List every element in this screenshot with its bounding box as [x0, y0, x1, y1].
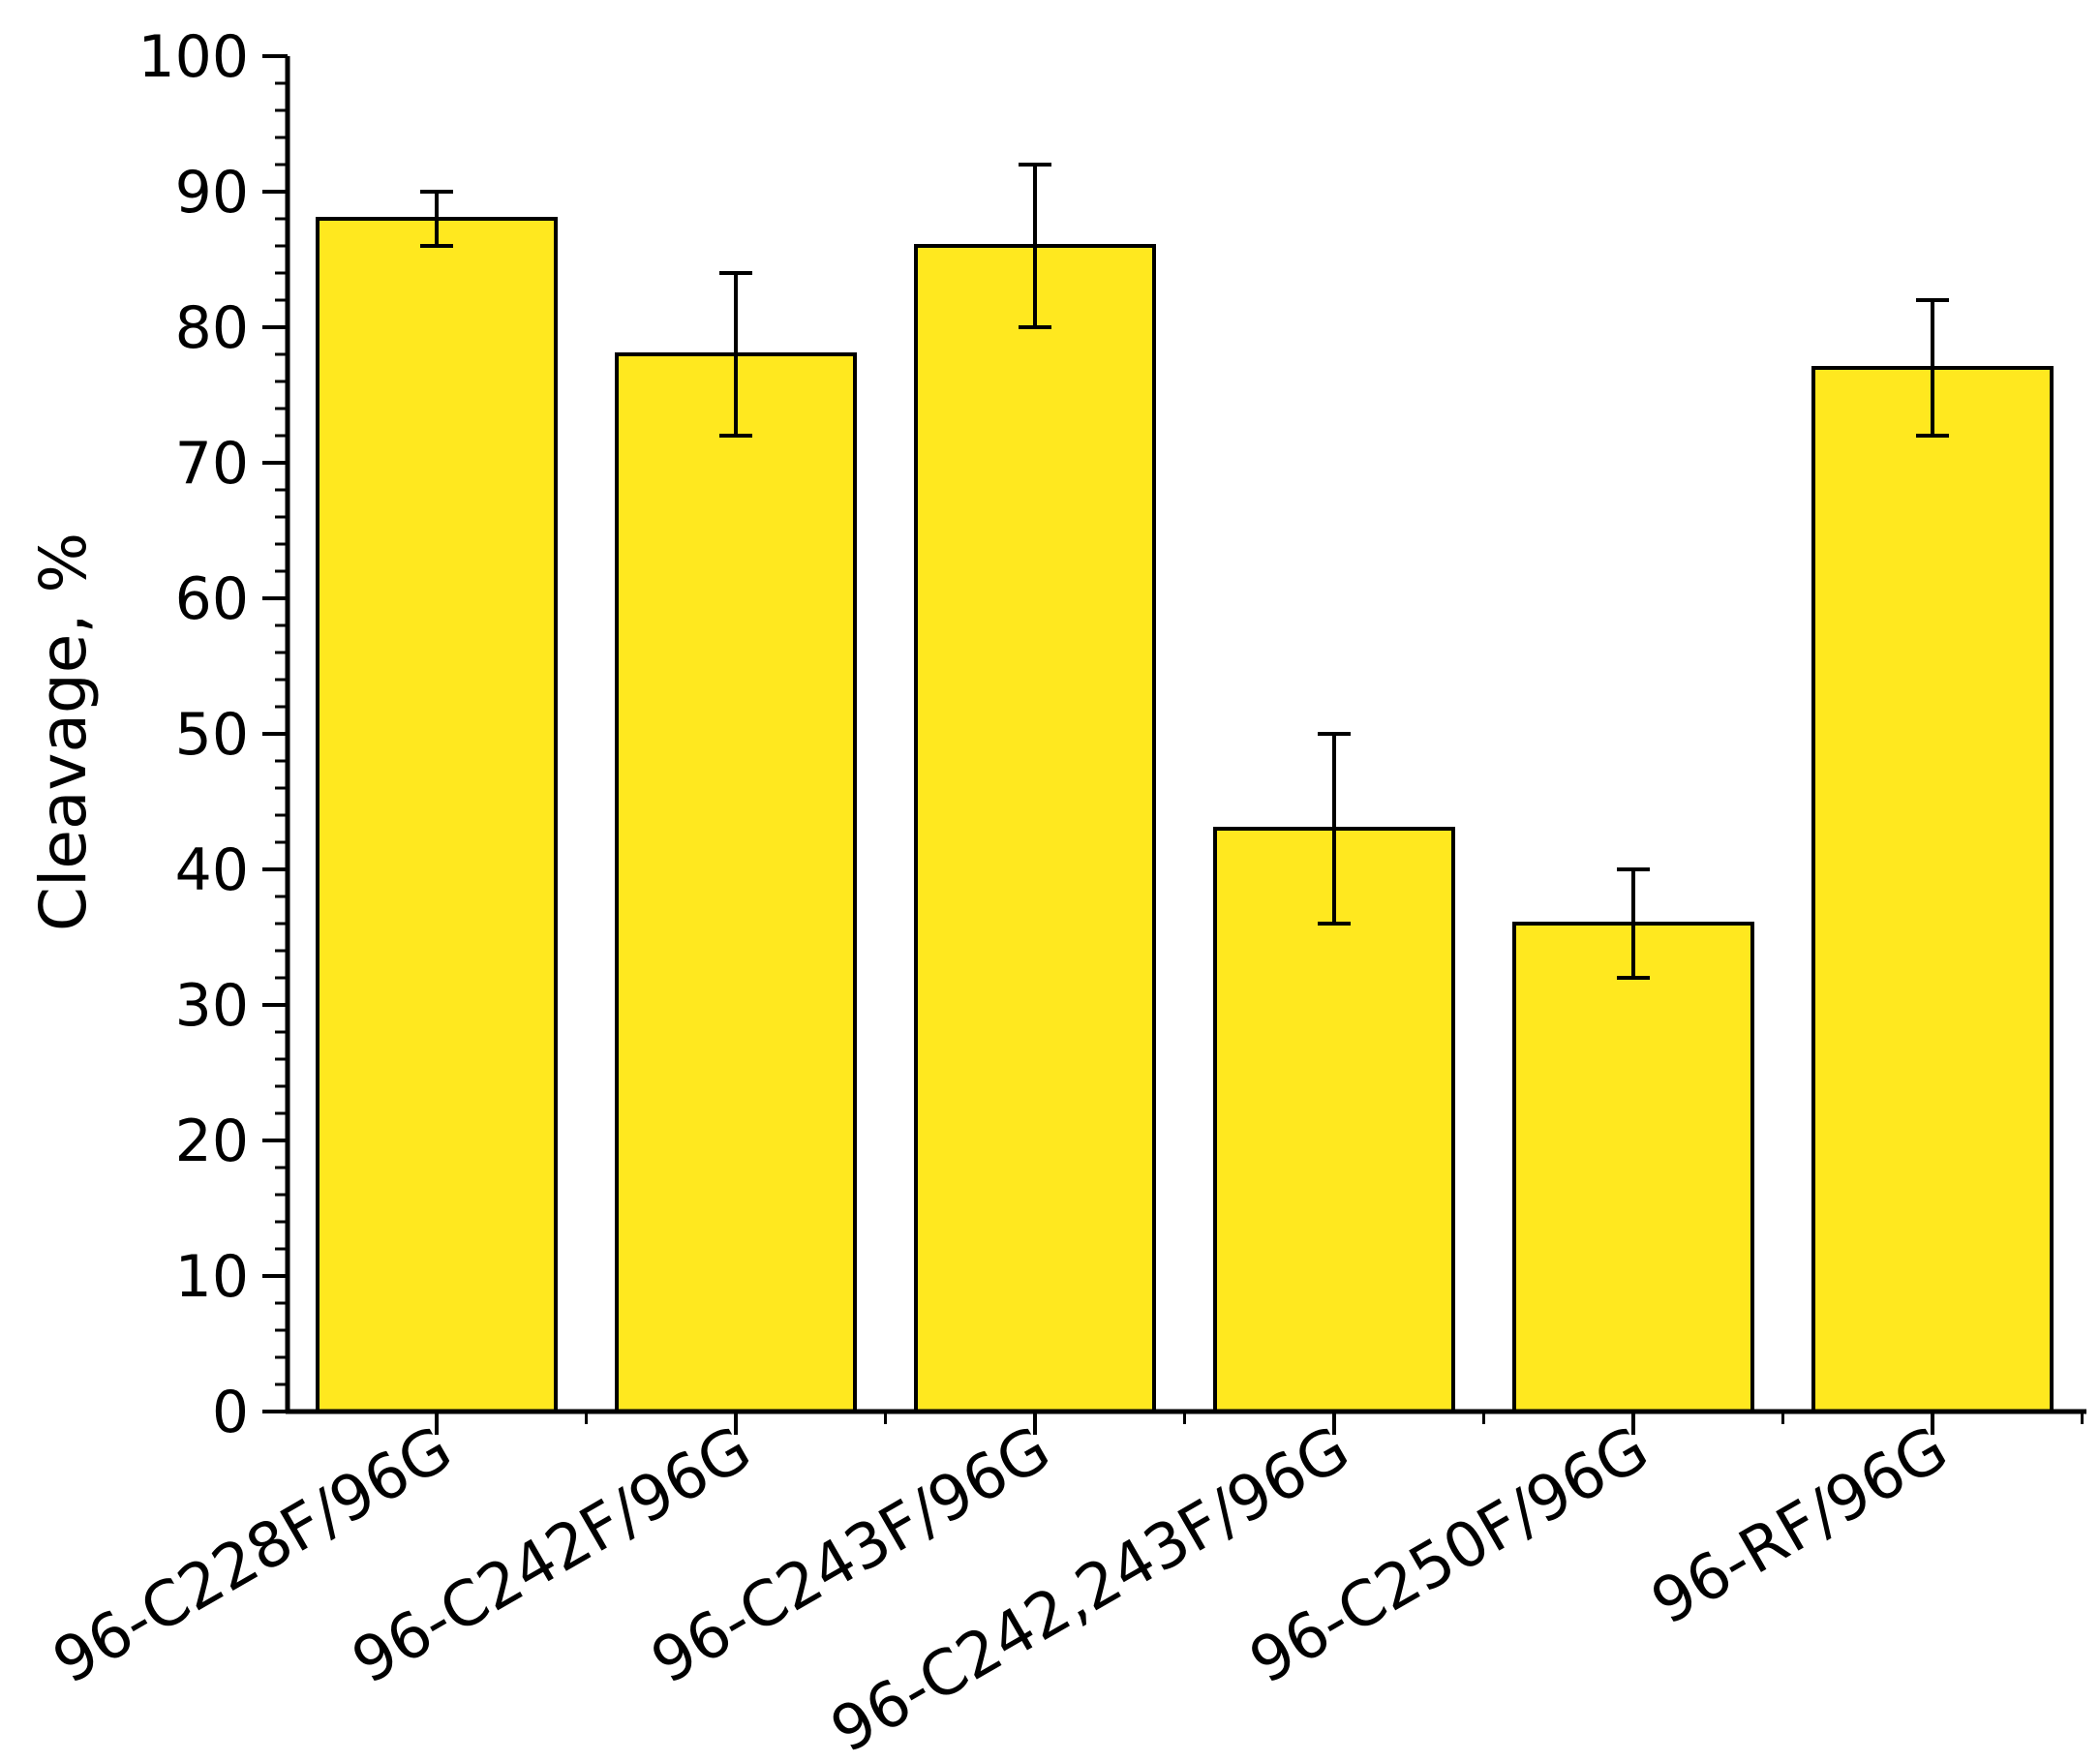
bar-3 — [914, 244, 1156, 1413]
y-tick-label: 90 — [175, 159, 249, 227]
y-tick-label: 70 — [175, 430, 249, 498]
bar-4 — [1213, 827, 1455, 1413]
x-tick-label: 96-C242,243F/96G — [820, 1413, 1361, 1762]
y-tick-label: 10 — [175, 1243, 249, 1311]
bar-6 — [1811, 366, 2054, 1413]
error-bars-layer — [420, 163, 1949, 980]
y-ticks-layer: 0 10 20 30 40 50 60 70 80 90 100 — [137, 23, 288, 1446]
bar-2 — [615, 352, 857, 1413]
y-tick-label: 0 — [212, 1379, 249, 1446]
y-tick-label: 80 — [175, 294, 249, 362]
bars-layer — [316, 217, 2054, 1413]
y-tick-label: 20 — [175, 1108, 249, 1175]
x-ticks-layer: 96-C228F/96G96-C242F/96G96-C243F/96G96-C… — [42, 1412, 2084, 1762]
bar-1 — [316, 217, 558, 1413]
y-axis-title: Cleavage, % — [26, 532, 101, 931]
x-tick-label: 96-RF/96G — [1640, 1413, 1960, 1639]
y-tick-label: 50 — [175, 701, 249, 769]
bar-5 — [1512, 922, 1754, 1413]
y-tick-label: 30 — [175, 972, 249, 1040]
y-tick-label: 100 — [137, 23, 249, 91]
y-tick-label: 40 — [175, 836, 249, 904]
y-tick-label: 60 — [175, 565, 249, 633]
